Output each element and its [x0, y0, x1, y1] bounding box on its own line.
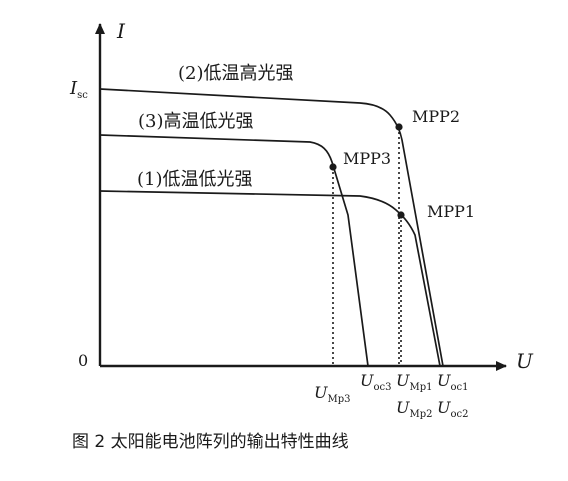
- origin-label: 0: [78, 351, 88, 370]
- u-mp2-label: UMp2: [396, 398, 433, 420]
- figure-caption: 图 2 太阳能电池阵列的输出特性曲线: [72, 432, 349, 452]
- mpp1-label: MPP1: [427, 202, 475, 221]
- isc-label: Isc: [69, 78, 88, 101]
- curve-1-low-temp-low-light: [99, 190, 441, 367]
- u-oc2-label: Uoc2: [437, 398, 468, 420]
- curve-2-label: (2)低温高光强: [178, 63, 294, 84]
- curve-3-high-temp-low-light: [99, 134, 369, 367]
- u-oc3-label: Uoc3: [360, 371, 391, 393]
- y-axis-label: I: [116, 19, 126, 43]
- mpp2-label: MPP2: [412, 107, 460, 126]
- u-mp3-label: UMp3: [314, 383, 351, 405]
- u-oc1-label: Uoc1: [437, 371, 468, 393]
- mpp3-point: [329, 163, 337, 171]
- curve-2-low-temp-high-light: [99, 88, 444, 367]
- mpp3-label: MPP3: [343, 149, 391, 168]
- curve-3-label: (3)高温低光强: [138, 111, 254, 132]
- x-axis-label: U: [516, 349, 534, 373]
- u-mp1-label: UMp1: [396, 371, 433, 393]
- curve-1-label: (1)低温低光强: [137, 169, 253, 190]
- mpp2-point: [395, 123, 403, 131]
